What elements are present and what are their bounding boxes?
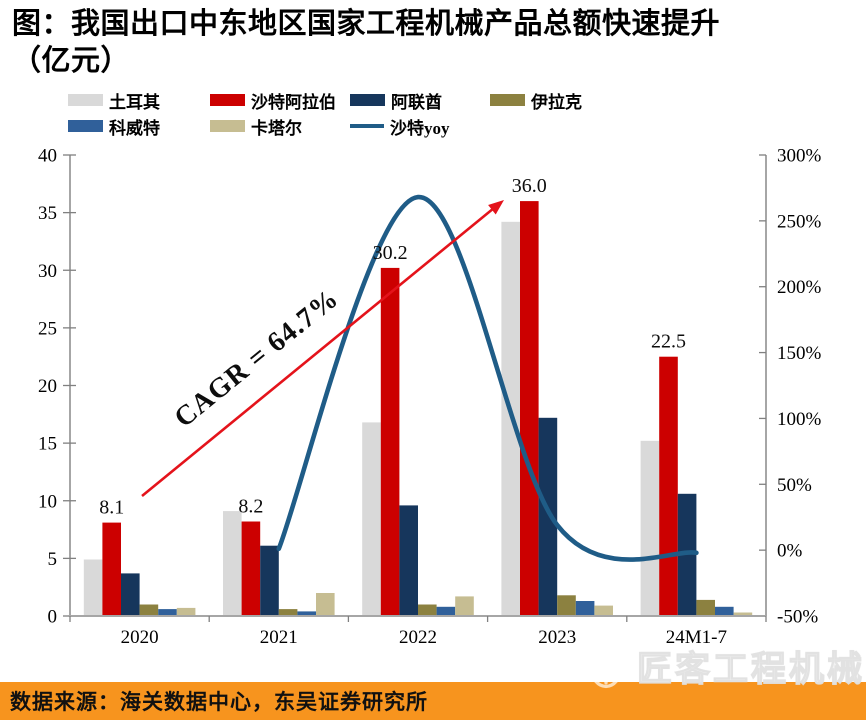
bar-s0-c4 xyxy=(640,440,660,616)
right-axis-tick-label: 100% xyxy=(777,409,822,430)
bar-s2-c2 xyxy=(399,505,418,616)
chart-title: 图：我国出口中东地区国家工程机械产品总额快速提升 （亿元） xyxy=(12,6,720,80)
right-axis-tick-label: -50% xyxy=(777,607,818,628)
right-axis-tick-label: 200% xyxy=(777,277,822,298)
bar-s3-c3 xyxy=(557,595,576,616)
legend-label: 沙特阿拉伯 xyxy=(251,92,336,112)
bar-s0-c2 xyxy=(362,422,381,616)
legend-color-swatch xyxy=(68,120,103,132)
right-axis-tick-label: 50% xyxy=(777,475,812,496)
bar-s5-c2 xyxy=(455,596,474,616)
bar-s1-c2 xyxy=(380,267,400,616)
legend-label: 科威特 xyxy=(109,118,160,138)
left-axis-tick-label: 15 xyxy=(38,434,57,455)
bar-s2-c0 xyxy=(121,573,140,616)
legend-item-7: 沙特yoy xyxy=(350,117,450,138)
bar-s3-c1 xyxy=(278,609,298,616)
bar-value-label: 22.5 xyxy=(651,331,686,353)
x-axis-label: 2020 xyxy=(121,627,159,648)
bar-s0-c0 xyxy=(83,559,103,616)
bar-s2-c3 xyxy=(538,417,558,616)
legend: 土耳其 沙特阿拉伯 阿联酋 伊拉克科威特 卡塔尔 沙特yoy xyxy=(0,0,866,150)
legend-label: 伊拉克 xyxy=(531,92,582,112)
cagr-arrow-shaft xyxy=(141,206,495,498)
left-axis-tick-label: 20 xyxy=(38,376,57,397)
source-bar: 数据来源：海关数据中心，东吴证券研究所 xyxy=(0,682,866,720)
chart-canvas: 0 5 10 15 20 25 30 35 40 -50% 0% 50% 100% 150% 200% 250… xyxy=(38,146,822,649)
left-axis-tick-label: 5 xyxy=(48,549,58,570)
bar-value-label: 36.0 xyxy=(512,175,547,197)
legend-label: 卡塔尔 xyxy=(251,118,302,138)
bar-s4-c2 xyxy=(436,606,456,616)
bar-s5-c1 xyxy=(316,593,335,616)
legend-item-5: 科威特 xyxy=(68,117,160,138)
bar-value-label: 30.2 xyxy=(373,242,408,264)
bar-value-label: 8.1 xyxy=(99,497,124,519)
legend-label: 沙特yoy xyxy=(390,118,450,138)
right-axis-tick-label: 250% xyxy=(777,211,822,232)
x-axis-label: 2022 xyxy=(399,627,437,648)
legend-color-swatch xyxy=(68,94,103,106)
right-axis-tick-label: 0% xyxy=(777,541,803,562)
bar-s5-c0 xyxy=(176,607,196,616)
legend-label: 阿联酋 xyxy=(391,92,442,112)
legend-item-4: 伊拉克 xyxy=(490,91,582,112)
bar-s1-c4 xyxy=(659,356,678,616)
bar-s5-c3 xyxy=(594,605,613,616)
legend-item-3: 阿联酋 xyxy=(350,91,442,112)
left-axis-tick-label: 35 xyxy=(38,203,57,224)
right-axis-tick-label: 150% xyxy=(777,343,822,364)
bar-s3-c2 xyxy=(418,604,437,616)
legend-item-2: 沙特阿拉伯 xyxy=(210,91,336,112)
left-axis-tick-label: 10 xyxy=(38,491,57,512)
bar-s1-c1 xyxy=(241,521,261,616)
bar-s4-c1 xyxy=(297,611,316,616)
bar-s1-c3 xyxy=(520,201,539,616)
legend-color-swatch xyxy=(490,94,525,106)
bar-s0-c1 xyxy=(223,511,242,616)
legend-color-swatch xyxy=(350,94,385,106)
bar-s3-c0 xyxy=(139,604,159,616)
bar-value-label: 8.2 xyxy=(238,496,263,518)
right-axis-tick-label: 300% xyxy=(777,146,822,167)
legend-color-swatch xyxy=(210,94,245,106)
left-axis-tick-label: 40 xyxy=(38,146,57,167)
bar-s3-c4 xyxy=(696,599,715,616)
cagr-annotation: CAGR = 64.7% xyxy=(169,283,345,434)
chart-title-line2: （亿元） xyxy=(12,45,131,77)
chart-title-line1: 图：我国出口中东地区国家工程机械产品总额快速提升 xyxy=(12,8,721,40)
legend-item-6: 卡塔尔 xyxy=(210,117,302,138)
bar-s4-c3 xyxy=(575,601,595,616)
left-axis-tick-label: 25 xyxy=(38,318,57,339)
bar-s4-c0 xyxy=(158,609,177,616)
source-text: 数据来源：海关数据中心，东吴证券研究所 xyxy=(10,690,428,714)
yoy-line xyxy=(276,194,699,562)
left-axis-tick-label: 0 xyxy=(48,607,58,628)
left-axis-tick-label: 30 xyxy=(38,261,57,282)
x-axis-label: 24M1-7 xyxy=(666,627,727,648)
legend-item-1: 土耳其 xyxy=(68,91,160,112)
legend-color-swatch xyxy=(210,120,245,132)
x-axis-label: 2021 xyxy=(260,627,298,648)
bar-s1-c0 xyxy=(102,522,121,616)
bar-s4-c4 xyxy=(715,606,734,616)
bar-s2-c1 xyxy=(260,545,279,616)
cagr-arrow-head xyxy=(488,200,504,215)
legend-label: 土耳其 xyxy=(109,92,160,112)
bar-s5-c4 xyxy=(733,612,753,616)
legend-line-swatch xyxy=(350,124,384,128)
x-axis-label: 2023 xyxy=(538,627,576,648)
